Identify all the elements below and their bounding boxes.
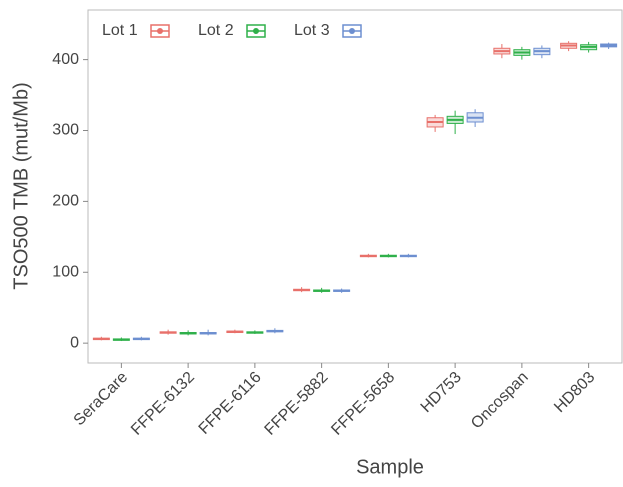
- y-tick-label: 400: [52, 51, 79, 68]
- legend-label: Lot 2: [198, 22, 234, 39]
- x-tick-label: HD753: [418, 369, 465, 416]
- y-axis-label: TSO500 TMB (mut/Mb): [10, 82, 32, 289]
- legend-icon: [349, 28, 355, 34]
- plot-frame: [87, 9, 623, 364]
- legend-label: Lot 3: [294, 22, 330, 39]
- x-tick-label: HD803: [551, 369, 598, 416]
- x-tick-label: FFPE-5882: [262, 369, 332, 439]
- legend-label: Lot 1: [102, 22, 138, 39]
- y-tick-label: 300: [52, 122, 79, 139]
- y-tick-label: 200: [52, 193, 79, 210]
- x-tick-label: FFPE-6116: [196, 369, 265, 438]
- x-tick-label: Oncospan: [468, 369, 532, 433]
- legend-icon: [157, 28, 163, 34]
- y-tick-label: 100: [52, 263, 79, 280]
- x-axis-label: Sample: [356, 456, 424, 478]
- x-tick-label: FFPE-6132: [128, 369, 198, 439]
- legend-icon: [253, 28, 259, 34]
- x-tick-label: FFPE-5658: [328, 369, 398, 439]
- y-tick-label: 0: [70, 334, 79, 351]
- x-tick-label: SeraCare: [71, 369, 132, 430]
